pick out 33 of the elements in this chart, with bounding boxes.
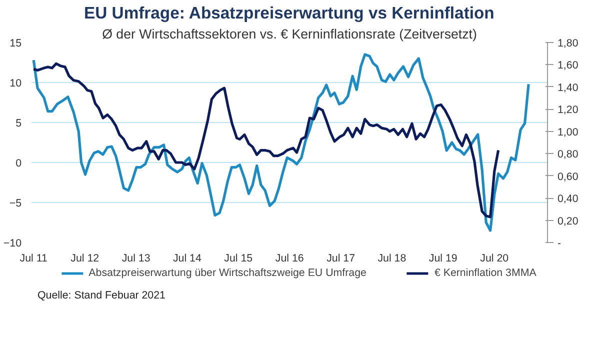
y2-tick-label: 0,40 [558,193,578,206]
line-series [32,53,530,232]
x-tick-label: Jul 19 [428,252,458,264]
y-tick-label: 0 [16,158,22,170]
y2-tick-label: 1,80 [558,38,578,50]
x-tick-label: Jul 14 [172,252,202,264]
y2-tick-label: 0,80 [558,148,578,161]
x-tick-label: Jul 15 [224,252,253,264]
chart-subtitle: Ø der Wirtschaftssektoren vs. € Kerninflationsrate (Zeitversetzt) [102,26,477,42]
line-series [32,62,500,218]
y-tick-label: 15 [10,38,22,50]
x-tick-label: Jul 20 [480,252,509,264]
x-tick-label: Jul 12 [70,252,100,264]
y2-tick-label: 0,20 [558,215,578,228]
chart-title: EU Umfrage: Absatzpreiserwartung vs Kerninflation [84,4,494,22]
x-tick-label: Jul 16 [275,252,304,264]
x-tick-label: Jul 13 [122,252,150,264]
x-tick-label: Jul 18 [378,252,406,264]
y-tick-label: 5 [16,118,22,130]
y2-tick-label: 1,20 [558,104,578,116]
x-tick-label: Jul 11 [20,252,48,264]
y-tick-label: −10 [3,238,22,250]
legend-label: Absatzpreiserwartung über Wirtschaftszweige EU Umfrage [88,267,366,279]
x-tick-label: Jul 17 [326,252,356,264]
source-note: Quelle: Stand Febuar 2021 [38,290,166,302]
y2-tick-label: - [558,238,562,250]
y2-tick-label: 1,00 [558,126,578,138]
y2-tick-label: 1,60 [558,60,578,72]
y2-tick-label: 1,40 [558,82,578,94]
legend-label: € Kerninflation 3MMA [434,267,536,279]
y-tick-label: 10 [10,78,22,90]
y2-tick-label: 0,60 [558,170,578,183]
y-tick-label: −5 [9,198,22,210]
